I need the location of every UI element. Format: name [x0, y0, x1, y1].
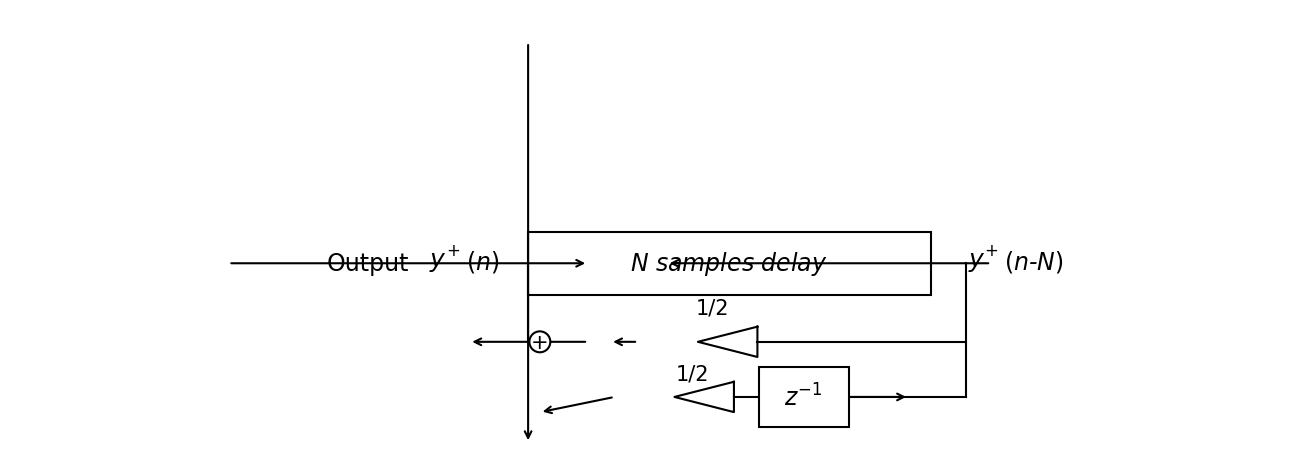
Text: $N$ samples delay: $N$ samples delay [631, 250, 828, 278]
Text: 1/2: 1/2 [695, 298, 729, 318]
Text: $(n$-$N)$: $(n$-$N)$ [1004, 248, 1063, 274]
Text: $y$: $y$ [430, 249, 447, 273]
Text: 1/2: 1/2 [675, 364, 709, 384]
Text: $+$: $+$ [985, 241, 999, 259]
Text: $z^{-1}$: $z^{-1}$ [785, 384, 823, 411]
Text: $(n)$: $(n)$ [465, 248, 499, 274]
Circle shape [529, 331, 550, 353]
Bar [528, 232, 931, 295]
Text: Output: Output [326, 252, 409, 276]
Text: +: + [532, 332, 549, 352]
Bar [759, 367, 849, 427]
Text: $+$: $+$ [445, 241, 460, 259]
Text: $y$: $y$ [968, 249, 986, 273]
